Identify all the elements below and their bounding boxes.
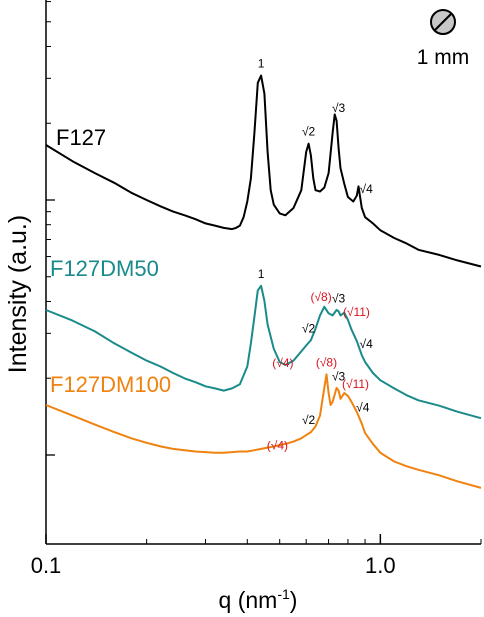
series-line-f127dm100 xyxy=(45,373,482,489)
peak-label: (√4) xyxy=(272,356,293,370)
peak-label: √4 xyxy=(359,182,373,196)
peak-label: √4 xyxy=(359,337,373,351)
peak-label: √3 xyxy=(332,370,346,384)
peak-label: √2 xyxy=(302,125,316,139)
series-line-f127 xyxy=(45,74,482,268)
series-label-f127dm100: F127DM100 xyxy=(50,372,171,397)
peak-label: 1 xyxy=(258,57,265,71)
sample-disc-icon xyxy=(430,9,456,35)
x-axis-label-main: q (nm xyxy=(219,587,278,613)
peak-label: √3 xyxy=(332,101,346,115)
peak-label: (√11) xyxy=(343,305,370,319)
x-tick-label: 0.1 xyxy=(31,553,62,578)
x-tick-label: 1.0 xyxy=(365,553,396,578)
series-layer xyxy=(45,74,482,489)
peak-label: (√11) xyxy=(342,377,369,391)
series-label-f127dm50: F127DM50 xyxy=(50,256,159,281)
peak-label: √3 xyxy=(332,291,346,305)
series-labels: F127 F127DM50 F127DM100 xyxy=(50,125,171,397)
x-axis-label-exponent: -1 xyxy=(277,586,290,602)
x-axis-label-close: ) xyxy=(290,587,298,613)
peak-label: (√4) xyxy=(267,438,288,452)
y-axis-label: Intensity (a.u.) xyxy=(4,215,32,373)
x-axis-label: q (nm-1) xyxy=(219,586,298,613)
peak-label: √4 xyxy=(356,400,370,414)
scale-inset: 1 mm xyxy=(417,9,470,69)
x-axis-ticks: 0.1 1.0 xyxy=(31,534,482,578)
peak-annotations: 1√2√3√41(√4)√2(√8) √3(√11)√4(√4)√2(√8)√3(… xyxy=(258,57,373,453)
series-line-f127dm50 xyxy=(45,284,482,420)
scale-inset-label: 1 mm xyxy=(417,46,470,69)
peak-label: √2 xyxy=(302,413,316,427)
series-label-f127: F127 xyxy=(56,125,106,150)
peak-label: (√8) xyxy=(310,290,331,304)
peak-label: √2 xyxy=(302,321,316,335)
plot-frame xyxy=(45,0,481,545)
peak-label: (√8) xyxy=(316,355,337,369)
y-axis-ticks xyxy=(46,1,55,456)
peak-label: 1 xyxy=(258,267,265,281)
